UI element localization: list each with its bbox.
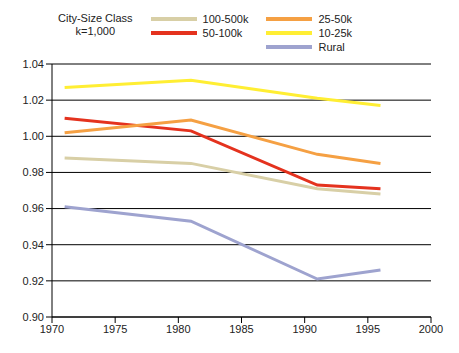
svg-text:1.04: 1.04 bbox=[23, 58, 44, 70]
svg-text:1975: 1975 bbox=[103, 323, 127, 335]
svg-text:2000: 2000 bbox=[419, 323, 443, 335]
svg-text:1.02: 1.02 bbox=[23, 94, 44, 106]
svg-text:0.96: 0.96 bbox=[23, 202, 44, 214]
svg-text:0.98: 0.98 bbox=[23, 166, 44, 178]
html-text:City-Size Class: City-Size Class bbox=[58, 12, 133, 24]
svg-text:1970: 1970 bbox=[40, 323, 64, 335]
html-text:Rural: Rural bbox=[318, 41, 345, 53]
svg-text:1985: 1985 bbox=[229, 323, 253, 335]
html-text:k=1,000: k=1,000 bbox=[75, 25, 115, 37]
svg-text:0.94: 0.94 bbox=[23, 239, 44, 251]
svg-text:1995: 1995 bbox=[356, 323, 380, 335]
html-text:100-500k: 100-500k bbox=[202, 13, 249, 25]
html-text:25-50k: 25-50k bbox=[318, 13, 353, 25]
svg-text:1980: 1980 bbox=[166, 323, 190, 335]
html-text:50-100k: 50-100k bbox=[202, 27, 243, 39]
svg-text:0.90: 0.90 bbox=[23, 311, 44, 323]
svg-text:0.92: 0.92 bbox=[23, 275, 44, 287]
svg-text:1990: 1990 bbox=[292, 323, 316, 335]
svg-text:1.00: 1.00 bbox=[23, 130, 44, 142]
html-text:10-25k: 10-25k bbox=[318, 27, 353, 39]
